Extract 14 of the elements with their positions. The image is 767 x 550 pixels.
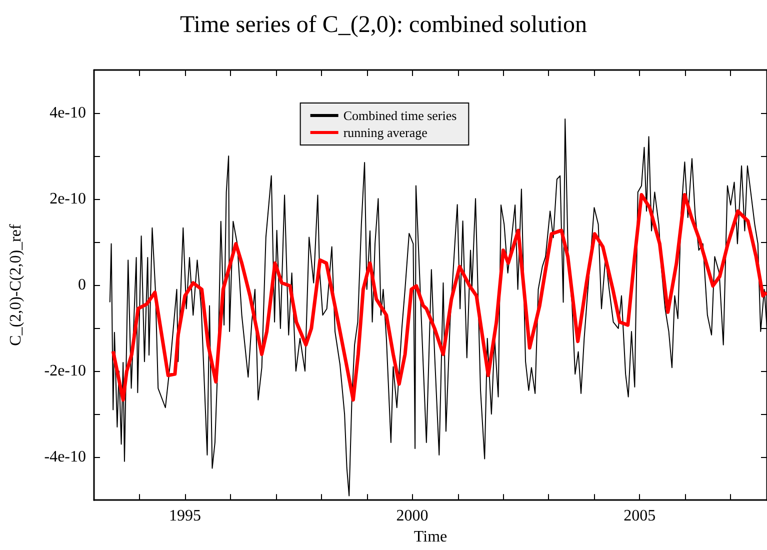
y-tick-label: -2e-10 <box>44 362 86 380</box>
x-tick-label: 2000 <box>396 508 428 525</box>
x-tick-label: 1995 <box>168 508 201 525</box>
legend-label: running average <box>343 125 428 140</box>
y-tick-label: 2e-10 <box>50 190 86 208</box>
x-tick-label: 2005 <box>624 508 656 525</box>
legend-label: Combined time series <box>343 108 457 123</box>
y-axis-title: C_(2,0)-C(2,0)_ref <box>8 224 24 346</box>
chart-title: Time series of C_(2,0): combined solution <box>180 12 588 38</box>
x-axis-title: Time <box>414 528 448 546</box>
y-tick-label: 0 <box>78 276 86 294</box>
line-series <box>111 192 767 402</box>
y-tick-label: 4e-10 <box>50 104 86 122</box>
y-tick-label: -4e-10 <box>44 448 86 466</box>
